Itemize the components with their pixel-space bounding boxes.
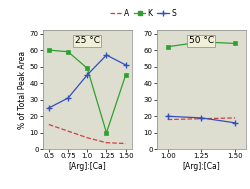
Text: 25 °C: 25 °C xyxy=(74,36,99,45)
Text: 50 °C: 50 °C xyxy=(188,36,213,45)
X-axis label: [Arg]:[Ca]: [Arg]:[Ca] xyxy=(182,162,220,171)
Y-axis label: % of Total Peak Area: % of Total Peak Area xyxy=(18,51,26,129)
Legend: A, K, S: A, K, S xyxy=(107,6,178,21)
X-axis label: [Arg]:[Ca]: [Arg]:[Ca] xyxy=(68,162,106,171)
